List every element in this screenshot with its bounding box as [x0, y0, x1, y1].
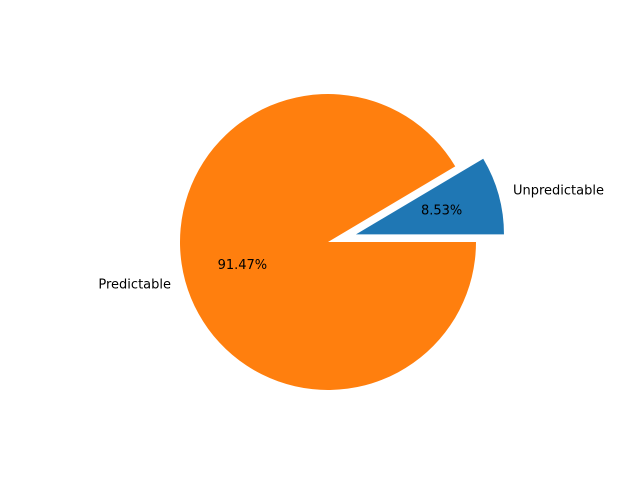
pie-slice-predictable — [179, 93, 476, 390]
pie-labels: Unpredictable 8.53% Predictable 91.47% — [98, 184, 604, 293]
pct-label-unpredictable: 8.53% — [421, 203, 462, 218]
pct-label-predictable: 91.47% — [218, 258, 268, 273]
slice-label-unpredictable: Unpredictable — [513, 184, 604, 199]
pie-slices — [179, 93, 504, 390]
slice-label-predictable: Predictable — [98, 278, 171, 293]
pie-slice-unpredictable — [355, 158, 504, 235]
